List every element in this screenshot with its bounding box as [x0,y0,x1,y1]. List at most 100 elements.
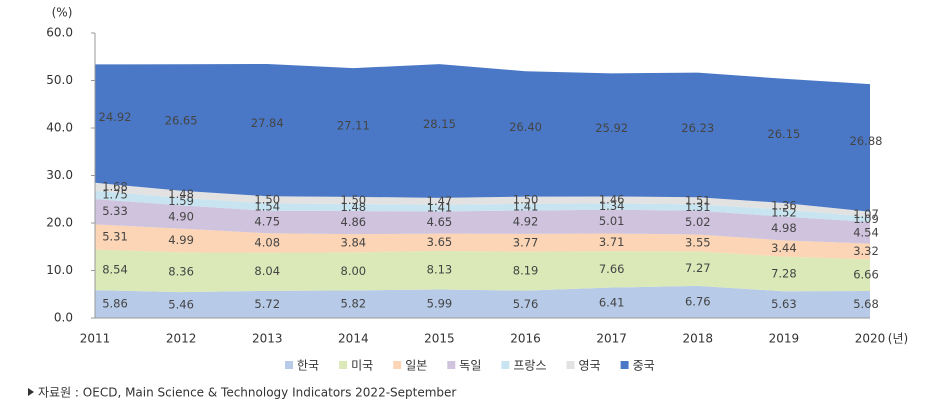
x-tick-label: 2014 [338,332,369,346]
data-label: 1.47 [427,194,453,208]
legend-label: 독일 [459,359,481,373]
y-unit: (%) [52,6,73,20]
x-tick-label: 2011 [80,332,111,346]
area [95,190,870,223]
data-label: 1.34 [599,199,625,213]
y-tick-label: 50.0 [46,73,73,87]
data-label: 1.68 [102,179,128,193]
legend-swatch [620,361,629,369]
data-label: 5.63 [771,297,797,311]
data-label: 5.99 [427,296,453,310]
legend-swatch [501,361,510,369]
data-label: 5.31 [102,229,128,243]
data-label: 3.32 [853,244,879,258]
legend-swatch [285,361,293,369]
data-label: 1.52 [771,206,797,220]
data-label: 1.59 [168,194,194,208]
data-label: 5.72 [254,297,280,311]
data-label: 3.65 [427,235,453,249]
y-tick-label: 60.0 [46,26,73,40]
area [95,182,870,217]
data-label: 6.76 [685,294,711,308]
x-tick-label: 2016 [510,332,541,346]
data-label: 3.55 [685,235,711,249]
data-label: 1.46 [599,192,625,206]
data-label: 5.76 [513,297,539,311]
data-label: 4.75 [254,214,280,228]
data-label: 3.44 [771,241,797,255]
data-label: 8.36 [168,265,194,279]
data-label: 1.54 [254,200,280,214]
data-label: 28.15 [423,117,456,131]
legend-swatch [447,361,456,369]
data-label: 4.98 [771,221,797,235]
legend-swatch [393,361,402,369]
x-tick-label: 2017 [596,332,627,346]
data-label: 7.27 [685,261,711,275]
legend-label: 프랑스 [513,359,546,373]
data-label: 7.66 [599,262,625,276]
data-label: 1.48 [341,200,367,214]
area [95,64,870,212]
data-label: 1.50 [254,192,280,206]
legend-swatch [566,361,575,369]
data-label: 5.46 [168,298,194,312]
x-tick-label: 2015 [424,332,455,346]
y-tick-label: 0.0 [54,311,73,325]
x-tick-label: 2012 [166,332,197,346]
legend-label: 한국 [297,359,319,373]
data-label: 1.41 [513,200,539,214]
data-label: 4.90 [168,210,194,224]
data-label: 8.13 [427,263,453,277]
source-marker [28,388,34,396]
data-label: 1.75 [102,187,128,201]
data-label: 26.65 [165,114,198,128]
data-label: 5.01 [599,214,625,228]
area [95,285,870,318]
y-tick-label: 10.0 [46,263,73,277]
y-tick-label: 20.0 [46,216,73,230]
data-label: 26.88 [850,134,883,148]
x-tick-label: 2020 [855,332,886,346]
data-label: 1.41 [427,201,453,215]
legend-label: 일본 [405,359,427,373]
data-label: 6.41 [599,295,625,309]
data-label: 5.68 [853,297,879,311]
data-label: 26.23 [681,121,714,135]
data-label: 1.31 [685,200,711,214]
data-label: 1.07 [853,207,879,221]
x-tick-label: 2013 [252,332,283,346]
legend-label: 중국 [633,359,655,373]
data-label: 1.36 [771,199,797,213]
y-tick-label: 30.0 [46,168,73,182]
data-label: 1.51 [685,193,711,207]
data-label: 7.28 [771,266,797,280]
data-label: 6.66 [853,268,879,282]
data-label: 8.04 [254,264,280,278]
data-label: 5.86 [102,297,128,311]
data-label: 27.11 [337,119,370,133]
legend-swatch [339,361,348,369]
data-label: 8.54 [102,262,128,276]
data-label: 8.19 [513,264,539,278]
data-label: 4.86 [341,215,367,229]
data-label: 4.99 [168,233,194,247]
data-label: 1.50 [341,193,367,207]
legend-label: 영국 [579,359,601,373]
data-label: 5.82 [341,297,367,311]
source: 자료원 : OECD, Main Science & Technology In… [38,386,456,400]
data-label: 3.84 [341,236,367,250]
x-tick-label: 2018 [683,332,714,346]
data-label: 24.92 [99,110,132,124]
data-label: 3.71 [599,235,625,249]
data-label: 1.50 [513,193,539,207]
data-label: 3.77 [513,235,539,249]
data-label: 1.09 [853,212,879,226]
data-label: 1.48 [168,187,194,201]
data-label: 26.40 [509,120,542,134]
area [95,199,870,244]
data-label: 27.84 [251,116,284,130]
data-label: 5.02 [685,215,711,229]
x-tick-label: 2019 [769,332,800,346]
